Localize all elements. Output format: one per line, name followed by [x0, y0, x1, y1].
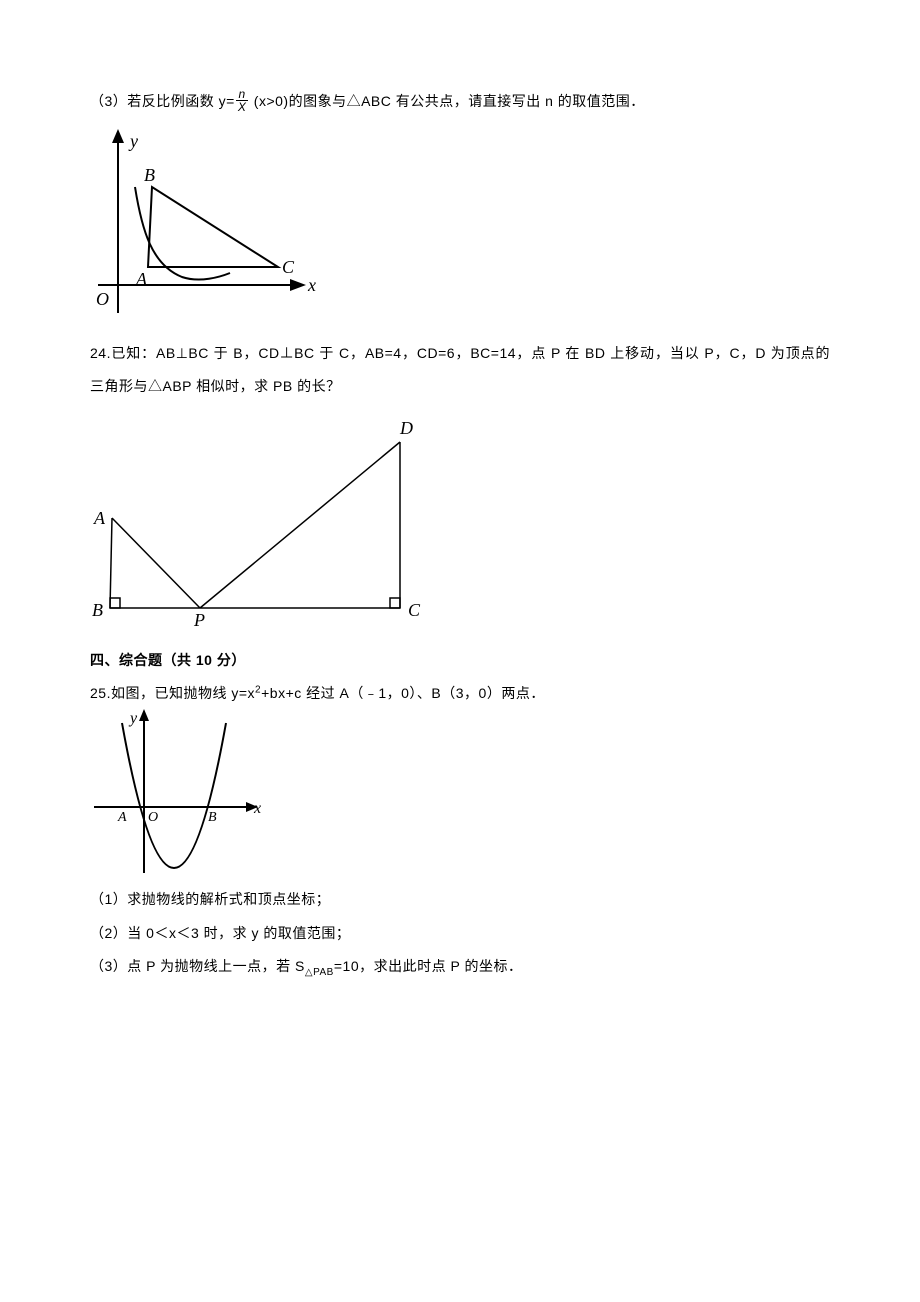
- lbl-B: B: [144, 165, 155, 185]
- q24-num: 24.: [90, 345, 111, 361]
- q24-l1: 已知：AB⊥BC 于 B，CD⊥BC 于 C，AB=4，CD=6，BC=14，点…: [111, 345, 830, 361]
- q24-figure: A B P C D: [90, 410, 830, 630]
- lbl-y: y: [128, 131, 138, 151]
- frac-num: n: [236, 88, 249, 101]
- q25-num: 25.: [90, 685, 111, 701]
- q24-line2: 三角形与△ABP 相似时，求 PB 的长？: [90, 370, 830, 404]
- lbl-C2: C: [408, 600, 421, 620]
- q23-part3-prefix: （3）: [90, 93, 127, 109]
- fraction-n-over-x: nX: [236, 88, 249, 113]
- lbl-B3: B: [208, 810, 217, 825]
- lbl-P2: P: [193, 610, 205, 630]
- lbl-O: O: [96, 289, 109, 309]
- section4-title: 四、综合题（共 10 分）: [90, 644, 830, 678]
- lbl-y3: y: [128, 710, 138, 727]
- frac-den: X: [236, 101, 249, 113]
- q25-stem: 25.如图，已知抛物线 y=x2+bx+c 经过 A（﹣1，0）、B（3，0）两…: [90, 677, 830, 711]
- q24-l2: 三角形与△ABP 相似时，求 PB 的长？: [90, 378, 341, 394]
- lbl-D2: D: [399, 418, 413, 438]
- lbl-B2: B: [92, 600, 103, 620]
- q25-p3-sub: △PAB: [305, 967, 334, 978]
- q23-part3-b: (x>0)的图象与△ABC 有公共点，请直接写出 n 的取值范围．: [249, 93, 644, 109]
- lbl-A: A: [135, 269, 148, 289]
- q25-p3-b: =10，求出此时点 P 的坐标．: [334, 958, 523, 974]
- q25-p1: （1）求抛物线的解析式和顶点坐标；: [90, 883, 830, 917]
- q25-p2: （2）当 0＜x＜3 时，求 y 的取值范围；: [90, 917, 830, 951]
- q23-part3-a: 若反比例函数 y=: [127, 93, 235, 109]
- q25-p3: （3）点 P 为抛物线上一点，若 S△PAB=10，求出此时点 P 的坐标．: [90, 950, 830, 985]
- lbl-x: x: [307, 275, 316, 295]
- q23-figure: y x O A B C: [90, 125, 830, 323]
- lbl-O3: O: [148, 810, 158, 825]
- q25-p3-a: （3）点 P 为抛物线上一点，若 S: [90, 958, 305, 974]
- q25-figure: y x O A B: [90, 707, 830, 877]
- lbl-C: C: [282, 257, 295, 277]
- lbl-x3: x: [253, 800, 261, 817]
- q25-stem-b: +bx+c 经过 A（﹣1，0）、B（3，0）两点．: [261, 685, 545, 701]
- lbl-A3: A: [117, 810, 127, 825]
- q25-stem-a: 如图，已知抛物线 y=x: [111, 685, 255, 701]
- lbl-A2: A: [93, 508, 106, 528]
- q24-line1: 24.已知：AB⊥BC 于 B，CD⊥BC 于 C，AB=4，CD=6，BC=1…: [90, 337, 830, 371]
- q23-part3: （3）若反比例函数 y=nX (x>0)的图象与△ABC 有公共点，请直接写出 …: [90, 85, 830, 119]
